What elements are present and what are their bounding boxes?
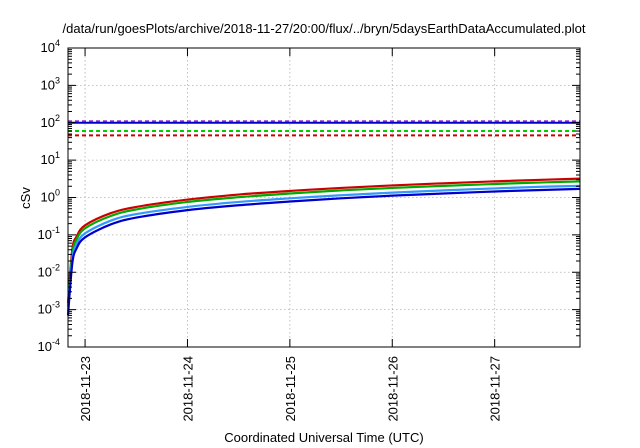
y-tick-label: 103 (41, 75, 60, 92)
data-series (66, 177, 581, 316)
y-tick-label: 100 (41, 188, 60, 205)
series-line (66, 177, 581, 304)
x-tick-label: 2018-11-27 (488, 356, 503, 422)
y-tick-label: 10-4 (38, 337, 60, 354)
x-axis-label: Coordinated Universal Time (UTC) (224, 430, 423, 445)
x-tick-label: 2018-11-25 (283, 356, 298, 422)
y-tick-label: 101 (41, 150, 60, 167)
series-line (66, 180, 581, 307)
x-tick-label: 2018-11-24 (180, 356, 195, 422)
x-tick-label: 2018-11-26 (385, 356, 400, 422)
y-axis-ticks: 10-4 10-3 10-2 10-1 100 101 102 103 104 (38, 38, 580, 354)
y-tick-label: 10-3 (38, 300, 60, 317)
y-tick-label: 104 (41, 38, 60, 55)
y-axis-label: cSv (18, 187, 33, 209)
grid (68, 48, 580, 347)
y-tick-label: 10-1 (38, 225, 60, 242)
chart-title: /data/run/goesPlots/archive/2018-11-27/2… (63, 21, 586, 36)
series-line (66, 187, 581, 316)
series-line (66, 184, 581, 312)
y-tick-label: 102 (41, 113, 60, 130)
x-tick-label: 2018-11-23 (78, 356, 93, 422)
y-tick-label: 10-2 (38, 262, 60, 279)
reference-lines (68, 120, 580, 137)
x-axis-ticks: 2018-11-23 2018-11-24 2018-11-25 2018-11-26… (78, 48, 503, 422)
